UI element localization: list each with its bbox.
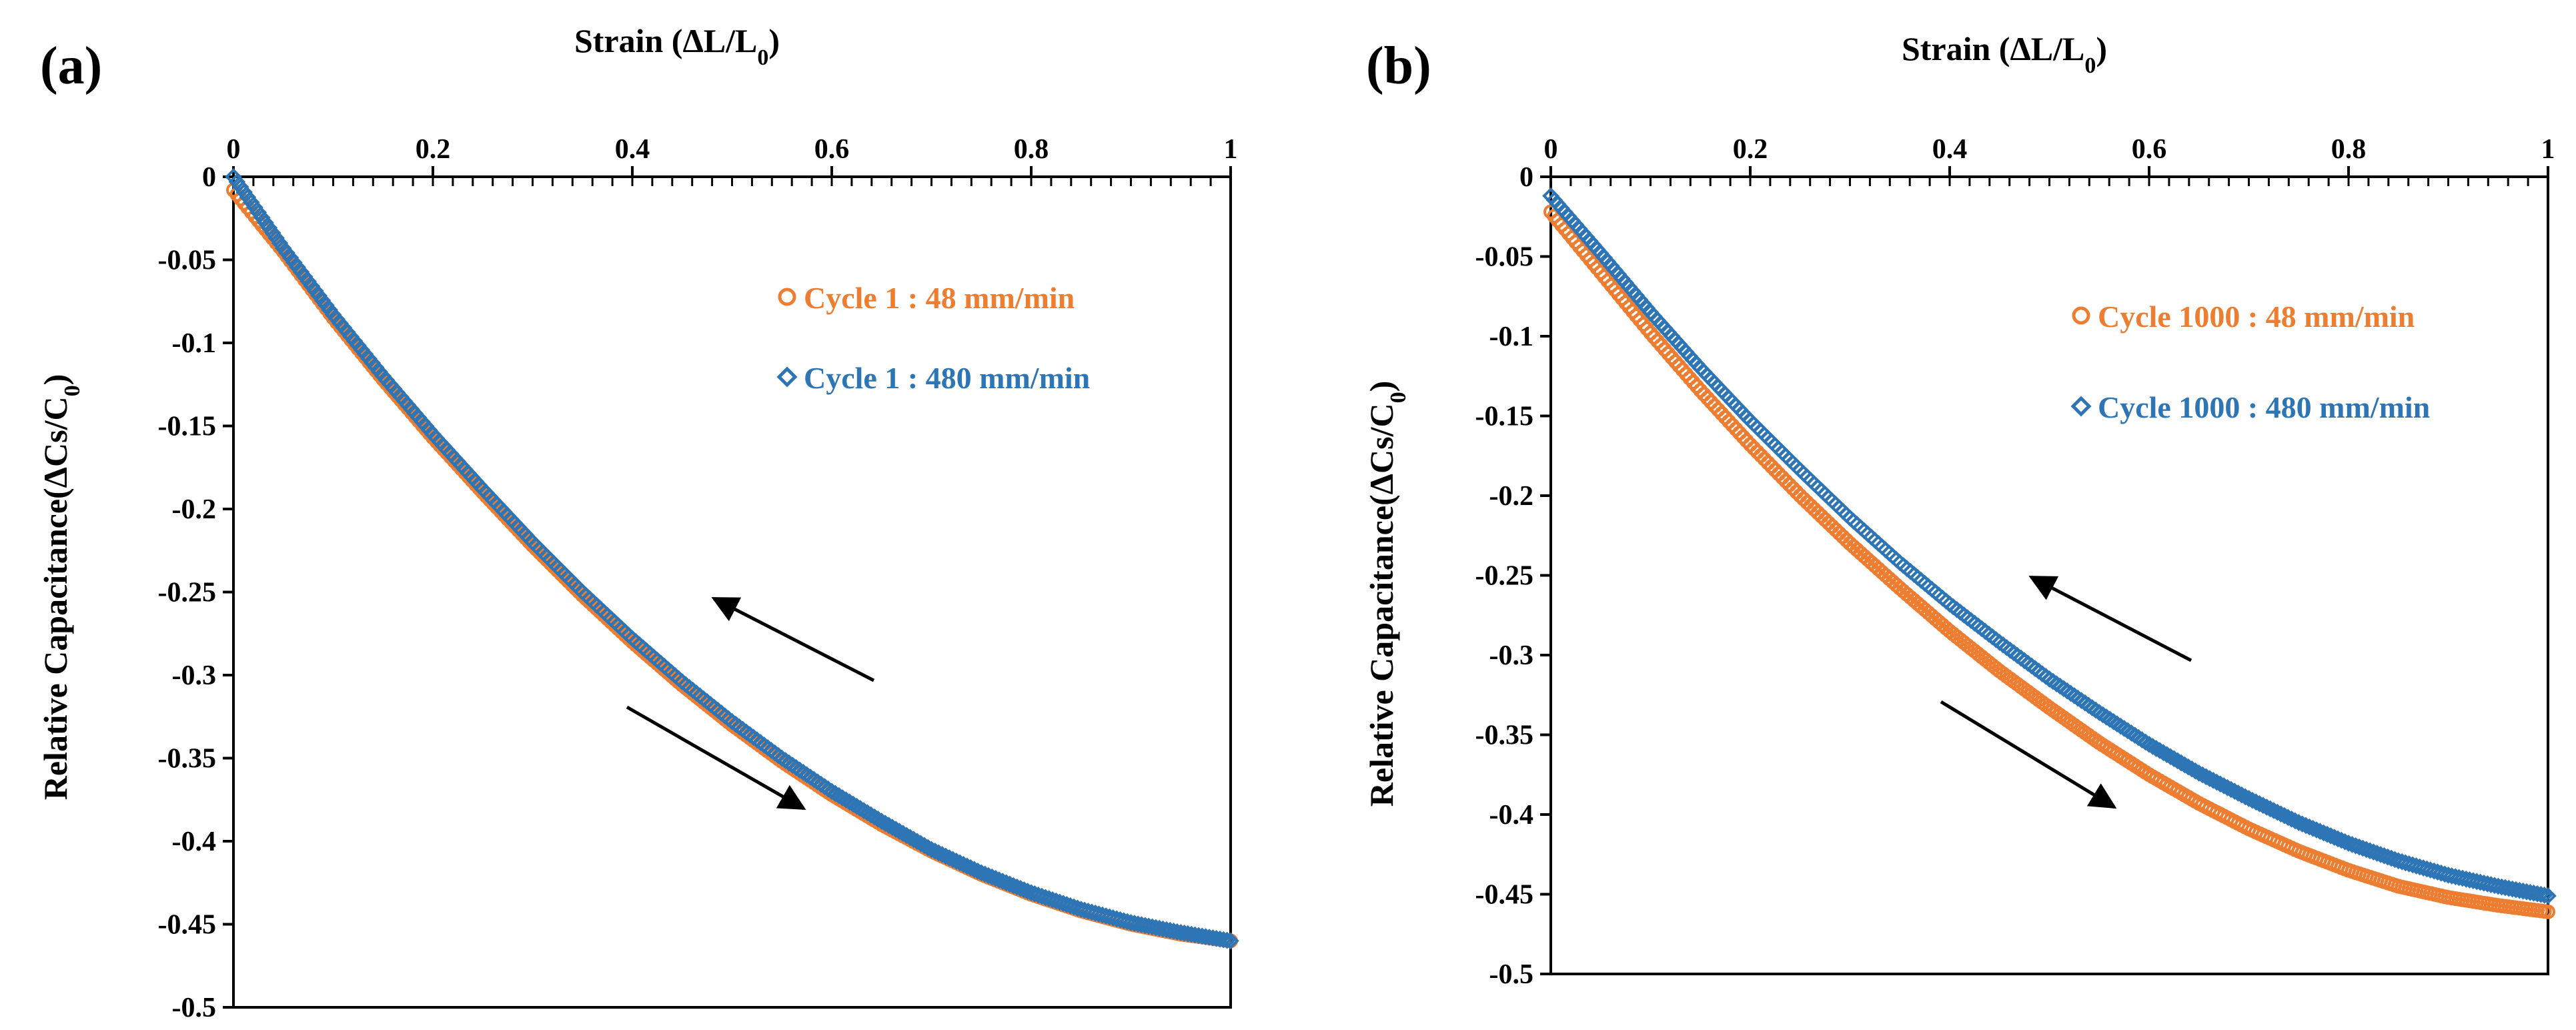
x-tick-label: 0.4 <box>1932 134 1968 165</box>
legend-marker-cycle1-48 <box>778 288 796 306</box>
x-axis-title-main: Strain (ΔL/L <box>574 22 757 59</box>
y-axis-title-close: ) <box>1363 381 1400 392</box>
series-group-b <box>1542 187 2557 919</box>
x-tick-label: 0.4 <box>615 134 650 165</box>
x-tick-label: 0.6 <box>2132 134 2167 165</box>
legend-a: Cycle 1 : 48 mm/min Cycle 1 : 480 mm/min <box>776 281 1090 395</box>
x-axis-title-b: Strain (ΔL/L0) <box>1902 30 2107 78</box>
y-axis-title-main: Relative Capacitance(ΔCs/C <box>37 396 74 800</box>
legend-label-cycle1000-480: Cycle 1000 : 480 mm/min <box>2098 390 2430 424</box>
y-axis-title-main: Relative Capacitance(ΔCs/C <box>1363 403 1400 807</box>
y-ticks-a: 0 -0.05 -0.1 -0.15 -0.2 -0.25 -0.3 -0.35 -0.4 -0.… <box>158 162 233 1023</box>
y-tick-label: -0.2 <box>1489 481 1534 512</box>
y-tick-label: -0.35 <box>1475 720 1534 751</box>
series-blue <box>1542 187 2557 905</box>
y-tick-label: -0.3 <box>172 660 217 691</box>
load-arrow-a <box>626 705 806 811</box>
x-axis-title-sub: 0 <box>757 45 768 70</box>
unload-arrow-a <box>711 596 875 682</box>
panel-label-a: (a) <box>40 37 102 95</box>
y-tick-label: -0.25 <box>158 578 217 608</box>
y-tick-label: 0 <box>1519 162 1533 193</box>
x-axis-title-close: ) <box>768 22 780 59</box>
data-point <box>1222 932 1239 950</box>
panel-label-b: (b) <box>1366 37 1431 95</box>
legend-label-cycle1-480: Cycle 1 : 480 mm/min <box>804 361 1090 395</box>
x-tick-label: 1 <box>1224 134 1238 165</box>
plot-area-a <box>232 175 1232 1009</box>
y-tick-label: 0 <box>202 162 216 193</box>
y-tick-label: -0.5 <box>1489 959 1534 990</box>
y-tick-label: -0.45 <box>158 910 217 941</box>
x-tick-label: 0.8 <box>1014 134 1049 165</box>
load-arrow-b <box>1940 700 2117 809</box>
x-tick-label: 1 <box>2541 134 2555 165</box>
y-axis-title-b: Relative Capacitance(ΔCs/C0) <box>1363 381 1411 807</box>
y-tick-label: -0.05 <box>1475 242 1534 273</box>
legend-marker-cycle1000-48 <box>2072 306 2090 325</box>
legend-label-cycle1-48: Cycle 1 : 48 mm/min <box>804 281 1075 315</box>
legend-marker-cycle1000-480 <box>2070 396 2092 417</box>
series-orange <box>1543 204 2555 919</box>
y-axis-title-sub: 0 <box>1386 392 1411 403</box>
chart-panel-a: (a) Strain (ΔL/L0) Relative Capacitance(… <box>37 22 1239 1023</box>
unload-arrow-b <box>2028 575 2192 662</box>
legend-b: Cycle 1000 : 48 mm/min Cycle 1000 : 480 … <box>2070 300 2430 424</box>
chart-panel-b: (b) Strain (ΔL/L0) Relative Capacitance(… <box>1363 30 2557 990</box>
y-tick-label: -0.25 <box>1475 561 1534 592</box>
y-tick-label: -0.45 <box>1475 880 1534 911</box>
y-tick-label: -0.2 <box>172 494 217 525</box>
x-axis-title-sub: 0 <box>2084 53 2096 78</box>
data-point <box>1218 931 1236 949</box>
y-tick-label: -0.4 <box>172 827 217 857</box>
series-orange <box>226 182 1238 949</box>
y-axis-title-sub: 0 <box>60 385 85 396</box>
legend-marker-cycle1-480 <box>776 366 798 388</box>
x-tick-label: 0.2 <box>1733 134 1768 165</box>
y-tick-label: -0.1 <box>1489 322 1534 352</box>
x-axis-title-a: Strain (ΔL/L0) <box>574 22 780 70</box>
y-axis-title-close: ) <box>37 374 74 386</box>
y-tick-label: -0.4 <box>1489 800 1534 831</box>
x-axis-title-main: Strain (ΔL/L <box>1902 30 2084 67</box>
y-tick-label: -0.15 <box>1475 402 1534 432</box>
y-tick-label: -0.1 <box>172 328 217 359</box>
y-tick-label: -0.3 <box>1489 640 1534 671</box>
y-tick-label: -0.15 <box>158 412 217 442</box>
x-ticks-b: 0 0.2 0.4 0.6 0.8 1 <box>1544 134 2555 186</box>
y-tick-label: -0.35 <box>158 744 217 775</box>
x-tick-label: 0.8 <box>2331 134 2367 165</box>
x-axis-title-close: ) <box>2096 30 2107 67</box>
series-group-a <box>225 168 1239 950</box>
legend-label-cycle1000-48: Cycle 1000 : 48 mm/min <box>2098 300 2415 334</box>
x-ticks-a: 0 0.2 0.4 0.6 0.8 1 <box>227 134 1238 186</box>
data-point <box>2541 904 2555 919</box>
x-tick-label: 0 <box>227 134 241 165</box>
y-tick-label: -0.5 <box>172 993 217 1023</box>
x-tick-label: 0.6 <box>814 134 850 165</box>
data-point <box>2535 887 2553 904</box>
x-tick-label: 0 <box>1544 134 1558 165</box>
data-point <box>2539 887 2557 905</box>
y-axis-title-a: Relative Capacitance(ΔCs/C0) <box>37 374 85 801</box>
x-tick-label: 0.2 <box>416 134 451 165</box>
y-tick-label: -0.05 <box>158 245 217 276</box>
series-blue <box>225 168 1239 950</box>
y-ticks-b: 0 -0.05 -0.1 -0.15 -0.2 -0.25 -0.3 -0.35 -0.4 -0.… <box>1475 162 1551 990</box>
